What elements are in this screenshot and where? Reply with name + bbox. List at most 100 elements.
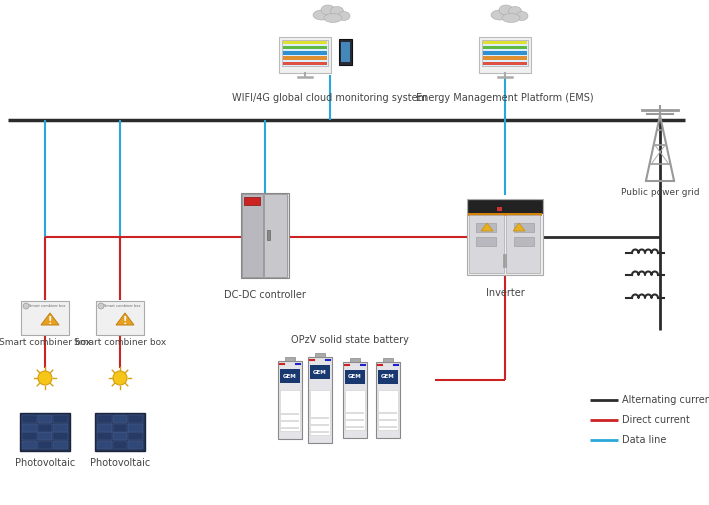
Ellipse shape (324, 14, 342, 23)
Bar (128, 441, 143, 449)
Bar (469, 215, 504, 273)
Bar (113, 432, 128, 440)
Bar (378, 390, 398, 430)
Ellipse shape (502, 14, 520, 23)
Bar (285, 357, 295, 361)
Bar (346, 426, 364, 428)
Bar (476, 223, 496, 232)
Bar (514, 237, 534, 246)
Bar (376, 362, 400, 438)
Text: Smart combiner box: Smart combiner box (0, 338, 91, 347)
Text: Data line: Data line (622, 435, 666, 445)
Bar (38, 441, 52, 449)
Bar (281, 427, 299, 429)
Bar (97, 415, 112, 423)
Ellipse shape (330, 7, 343, 16)
Text: DC-DC controller: DC-DC controller (224, 290, 306, 300)
Bar (468, 213, 542, 216)
Bar (514, 223, 534, 232)
Text: Photovoltaic: Photovoltaic (90, 458, 150, 468)
Bar (345, 390, 365, 430)
Bar (38, 424, 52, 432)
Bar (279, 37, 331, 73)
Bar (20, 413, 70, 451)
Bar (244, 196, 260, 205)
Bar (128, 432, 143, 440)
Bar (267, 230, 270, 240)
Bar (483, 51, 527, 55)
Bar (113, 415, 128, 423)
Bar (497, 207, 502, 211)
Ellipse shape (321, 5, 335, 15)
Ellipse shape (313, 10, 331, 20)
Bar (483, 41, 527, 44)
Bar (346, 419, 364, 421)
Bar (113, 424, 128, 432)
Bar (483, 62, 527, 65)
Bar (97, 432, 112, 440)
Bar (281, 413, 299, 415)
Bar (278, 361, 302, 439)
Bar (383, 358, 393, 362)
Bar (22, 441, 37, 449)
Bar (96, 301, 144, 335)
Bar (379, 419, 397, 421)
Text: Smart combiner box: Smart combiner box (29, 304, 65, 308)
Text: !: ! (48, 316, 52, 326)
Bar (345, 370, 365, 384)
Text: Direct current: Direct current (622, 415, 690, 425)
Polygon shape (513, 223, 525, 231)
Text: Inverter: Inverter (486, 288, 525, 298)
Ellipse shape (508, 7, 522, 16)
Bar (97, 424, 112, 432)
Ellipse shape (499, 5, 513, 15)
Bar (53, 424, 67, 432)
Bar (95, 413, 145, 451)
Text: Photovoltaic: Photovoltaic (15, 458, 75, 468)
Bar (311, 417, 329, 419)
Bar (22, 415, 37, 423)
Bar (283, 62, 327, 65)
Bar (283, 46, 327, 49)
Bar (53, 441, 67, 449)
Polygon shape (41, 313, 59, 325)
Bar (128, 424, 143, 432)
Polygon shape (116, 313, 134, 325)
Bar (280, 369, 300, 383)
Ellipse shape (491, 10, 509, 20)
Bar (468, 200, 542, 213)
Bar (53, 432, 67, 440)
Circle shape (113, 371, 127, 385)
Bar (242, 193, 262, 277)
Bar (282, 40, 328, 66)
Bar (38, 415, 52, 423)
Bar (280, 390, 300, 431)
Bar (22, 432, 37, 440)
Bar (483, 46, 527, 49)
Text: Alternating current: Alternating current (622, 395, 709, 405)
Bar (283, 41, 327, 44)
Bar (467, 199, 543, 275)
Text: GEM: GEM (283, 374, 297, 379)
Bar (379, 426, 397, 428)
Bar (22, 424, 37, 432)
Text: OPzV solid state battery: OPzV solid state battery (291, 335, 409, 345)
Text: Smart combiner box: Smart combiner box (104, 304, 140, 308)
Text: Public power grid: Public power grid (620, 188, 699, 197)
Bar (482, 40, 528, 66)
Bar (53, 415, 67, 423)
Text: WIFI/4G global cloud monitoring system: WIFI/4G global cloud monitoring system (233, 93, 428, 103)
Ellipse shape (338, 12, 350, 21)
Bar (483, 57, 527, 60)
Bar (315, 353, 325, 357)
Bar (38, 432, 52, 440)
Text: GEM: GEM (348, 375, 362, 379)
Bar (264, 193, 287, 277)
Bar (350, 358, 360, 362)
Bar (281, 420, 299, 422)
Bar (311, 431, 329, 433)
Bar (479, 37, 531, 73)
Text: !: ! (123, 316, 127, 326)
Bar (310, 390, 330, 435)
Bar (283, 51, 327, 55)
